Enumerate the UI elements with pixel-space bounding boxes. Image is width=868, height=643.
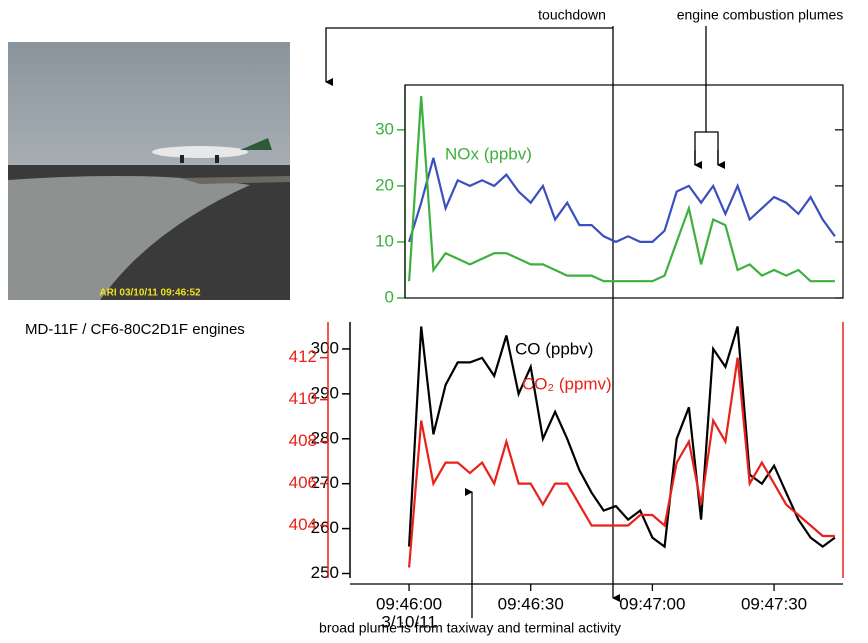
y-tick-label: 0 [385, 287, 394, 306]
y-tick-label: 404 [289, 515, 317, 534]
annotation: engine combustion plumes [677, 7, 844, 23]
x-tick-label: 09:46:00 [376, 594, 442, 613]
y-tick-label: 406 [289, 473, 317, 492]
photo: ARI 03/10/11 09:46:52 [8, 42, 290, 300]
photo-caption: MD-11F / CF6-80C2D1F engines [25, 321, 245, 338]
plot-frame [404, 84, 844, 299]
y-tick-label: 20 [375, 175, 394, 194]
series-label: NOx (ppbv) [445, 144, 532, 163]
annotation: broad plume is from taxiway and terminal… [319, 620, 621, 636]
series-line [408, 96, 835, 283]
y-tick-label: 408 [289, 431, 317, 450]
y-tick-label: 280 [311, 428, 339, 447]
x-tick-label: 09:46:30 [498, 594, 564, 613]
series-label: CO (ppbv) [515, 339, 593, 358]
y-tick-label: 260 [311, 518, 339, 537]
photo-stamp: ARI 03/10/11 09:46:52 [99, 288, 201, 299]
series-line [408, 157, 836, 244]
series-line [408, 326, 836, 549]
date-label: 3/10/11 [381, 612, 436, 631]
annotation: touchdown [538, 7, 606, 23]
annotation-arrows [325, 26, 725, 618]
series-line [408, 357, 835, 568]
y-tick-label: 270 [311, 473, 339, 492]
y-tick-label: 250 [311, 563, 339, 582]
y-tick-label: 290 [311, 383, 339, 402]
y-tick-label: 30 [375, 119, 394, 138]
y-tick-label: 410 [289, 389, 317, 408]
y-tick-label: 412 [289, 347, 317, 366]
x-tick-label: 09:47:30 [741, 594, 807, 613]
y-tick-label: 10 [375, 231, 394, 250]
x-tick-label: 09:47:00 [619, 594, 685, 613]
y-tick-label: 300 [311, 338, 339, 357]
series-label: CO₂ (ppmv) [522, 374, 612, 393]
